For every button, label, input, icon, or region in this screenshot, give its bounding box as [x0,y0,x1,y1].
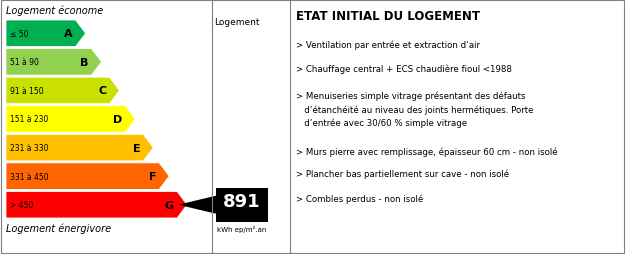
Text: C: C [98,86,106,96]
Text: kWh ep/m².an: kWh ep/m².an [217,225,267,232]
Text: 331 à 450: 331 à 450 [10,172,49,181]
Text: > Combles perdus - non isolé: > Combles perdus - non isolé [296,194,423,204]
Text: B: B [80,58,89,68]
Polygon shape [6,163,169,190]
Text: > Ventilation par entrée et extraction d’air: > Ventilation par entrée et extraction d… [296,40,480,49]
Polygon shape [6,21,86,47]
Text: A: A [64,29,72,39]
Text: 151 à 230: 151 à 230 [10,115,48,124]
Text: Logement: Logement [214,18,259,27]
Text: 891: 891 [223,192,261,210]
Polygon shape [178,196,216,214]
Text: 231 à 330: 231 à 330 [10,144,49,152]
Text: Logement économe: Logement économe [6,6,103,16]
Text: F: F [149,171,156,181]
Text: > Plancher bas partiellement sur cave - non isolé: > Plancher bas partiellement sur cave - … [296,169,509,179]
Polygon shape [6,135,153,161]
Polygon shape [6,78,119,104]
Text: Logement énergivore: Logement énergivore [6,223,111,234]
Text: D: D [113,115,123,124]
Polygon shape [6,49,101,76]
Text: G: G [165,200,174,210]
Polygon shape [6,106,136,133]
Text: ETAT INITIAL DU LOGEMENT: ETAT INITIAL DU LOGEMENT [296,10,480,23]
Polygon shape [6,192,187,218]
Text: ≤ 50: ≤ 50 [10,30,29,39]
Text: 51 à 90: 51 à 90 [10,58,39,67]
Text: > Menuiseries simple vitrage présentant des défauts
   d’étanchéité au niveau de: > Menuiseries simple vitrage présentant … [296,92,534,128]
Bar [216,188,268,222]
Text: E: E [132,143,140,153]
Text: > 450: > 450 [10,200,33,209]
Text: 91 à 150: 91 à 150 [10,87,44,96]
Text: > Chauffage central + ECS chaudière fioul <1988: > Chauffage central + ECS chaudière fiou… [296,65,512,74]
Text: > Murs pierre avec remplissage, épaisseur 60 cm - non isolé: > Murs pierre avec remplissage, épaisseu… [296,147,558,157]
